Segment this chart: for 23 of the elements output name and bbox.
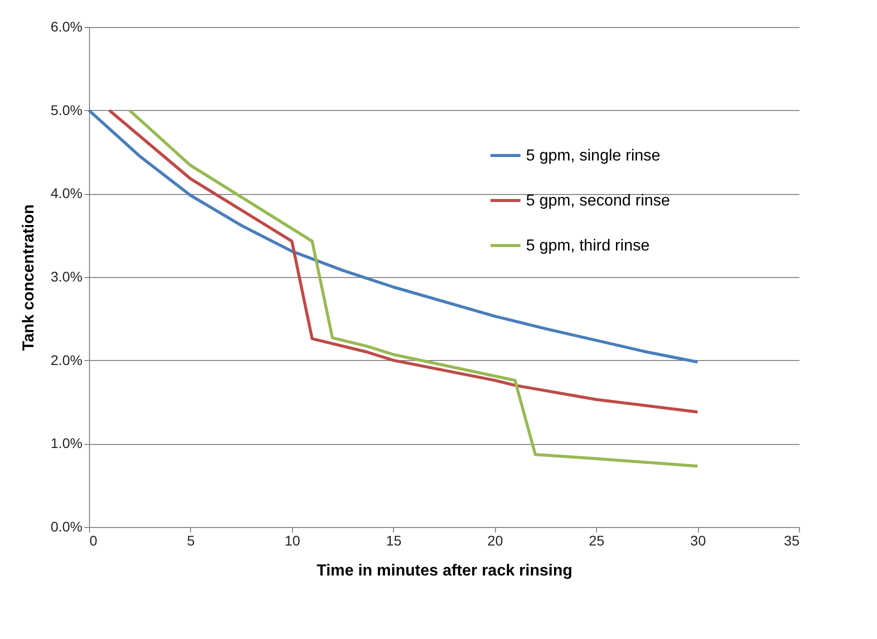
y-tick-label: 1.0% <box>50 435 82 452</box>
x-tick-label: 5 <box>187 532 196 548</box>
y-tick-label: 4.0% <box>50 185 82 202</box>
y-axis-title: Tank concentration <box>20 204 38 351</box>
x-axis-title: Time in minutes after rack rinsing <box>316 562 572 580</box>
x-tick-label: 0 <box>90 532 98 548</box>
x-tick-label: 20 <box>487 532 504 548</box>
x-tick-label: 35 <box>784 532 800 548</box>
x-tick-label: 10 <box>284 532 300 548</box>
x-tick-label: 30 <box>690 532 706 548</box>
legend-label: 5 gpm, third rinse <box>526 238 650 254</box>
y-tick-label: 5.0% <box>50 102 82 118</box>
x-tick-label: 15 <box>386 532 402 548</box>
line-series <box>128 108 700 468</box>
y-tick-label: 3.0% <box>50 268 82 284</box>
y-tick-label: 6.0% <box>50 18 82 34</box>
y-tick-label: 2.0% <box>50 352 82 368</box>
x-tick-label: 25 <box>588 532 605 548</box>
legend-label: 5 gpm, single rinse <box>526 148 660 164</box>
line-series <box>108 108 700 414</box>
line-series <box>88 108 700 364</box>
legend-label: 5 gpm, second rinse <box>526 192 670 210</box>
y-tick-label: 0.0% <box>50 518 82 534</box>
